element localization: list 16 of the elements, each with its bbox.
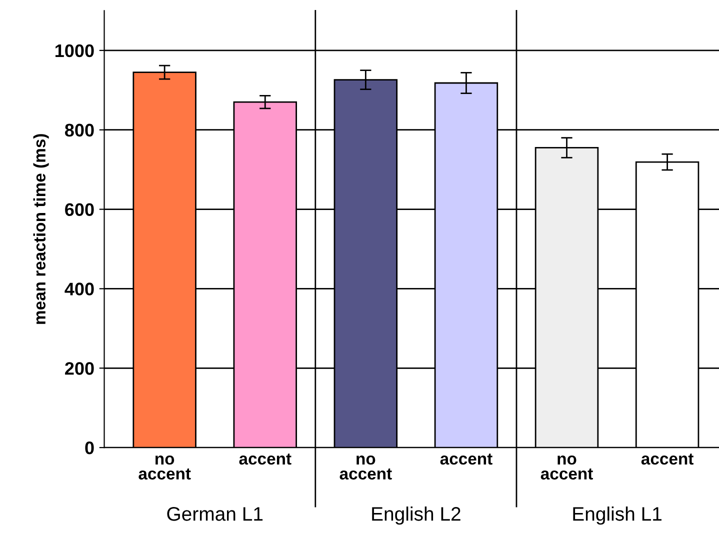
- text: English L1: [573, 506, 662, 525]
- y-tick-label: 0: [85, 441, 94, 454]
- y-tick-label: 600: [65, 203, 94, 216]
- text: German L1: [167, 507, 263, 521]
- x-tick-label: no accent: [340, 456, 392, 480]
- x-tick-label: no accent: [138, 456, 191, 480]
- x-tick-label: no accent: [540, 456, 593, 480]
- y-axis-title: mean reaction time (ms): [33, 134, 49, 324]
- x-tick-label: accent: [239, 454, 292, 465]
- y-tick-label: 800: [64, 124, 94, 137]
- y-tick-label: 1000: [56, 44, 94, 58]
- y-tick-label: 200: [65, 362, 94, 375]
- text: English L2: [372, 506, 460, 525]
- x-tick-label: accent: [641, 454, 694, 465]
- y-tick-label: 400: [64, 282, 94, 296]
- x-tick-label: accent: [440, 454, 492, 465]
